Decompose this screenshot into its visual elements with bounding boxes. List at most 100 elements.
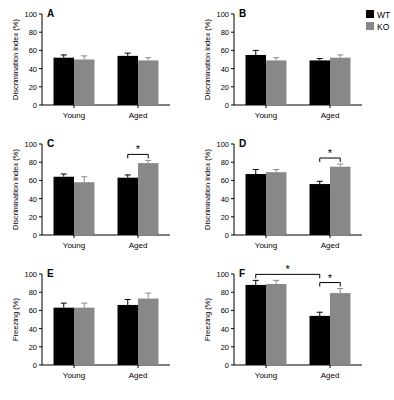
y-tick-label: 60 [29,306,37,315]
error-bar [317,181,323,184]
error-bar [337,289,343,294]
error-bar [317,59,323,61]
bar [118,56,138,105]
bars [54,53,159,105]
bar [246,174,266,235]
bar [138,299,158,365]
significance-star: * [136,143,141,155]
y-tick [39,144,42,145]
error-bar [61,303,67,308]
panel-f: F020406080100Freezing (%)YoungAged** [203,263,362,380]
x-tick-label: Young [255,371,277,380]
x-tick-label: Aged [129,241,148,250]
x-tick [74,235,75,238]
y-tick-label: 0 [33,361,37,370]
x-tick [266,235,267,238]
y-tick [231,310,234,311]
y-tick [231,216,234,217]
x-tick-label: Young [255,241,277,250]
error-bar [253,169,259,174]
y-tick [39,216,42,217]
y-axis-label: Discrimination index (%) [203,19,212,100]
y-tick [39,105,42,106]
error-bar [273,280,279,284]
figure: A020406080100Discrimination index (%)You… [0,0,394,400]
bar [266,172,286,235]
y-tick-label: 100 [24,140,37,149]
y-tick-label: 40 [221,325,229,334]
significance-star: * [286,263,291,275]
y-tick [231,180,234,181]
legend-label: KO [377,22,390,32]
bar [54,58,74,105]
y-tick [231,144,234,145]
bars [246,50,351,105]
y-axis [42,14,43,105]
bar [246,285,266,365]
bar [54,308,74,365]
y-tick-label: 80 [221,158,229,167]
y-tick-label: 60 [221,306,229,315]
x-tick-label: Aged [129,371,148,380]
y-tick-label: 20 [221,343,229,352]
y-tick [231,162,234,163]
y-tick-label: 80 [221,288,229,297]
y-tick-label: 80 [221,28,229,37]
y-tick [231,14,234,15]
bar [310,60,330,105]
y-tick-label: 0 [225,231,229,240]
y-tick-label: 20 [29,343,37,352]
x-tick [266,365,267,368]
x-tick [330,235,331,238]
y-tick [231,365,234,366]
y-tick [231,68,234,69]
y-tick [39,180,42,181]
error-bar [145,58,151,61]
y-tick [231,50,234,51]
panel-c: C020406080100Discrimination index (%)You… [11,138,170,250]
error-bar [125,53,131,56]
error-bar [145,293,151,298]
y-tick-label: 60 [29,176,37,185]
y-tick-label: 0 [33,231,37,240]
x-tick [266,105,267,108]
y-tick-label: 80 [29,28,37,37]
error-bar [61,55,67,58]
y-axis [42,274,43,365]
y-axis-label: Discrimination index (%) [11,19,20,100]
panel-d: D020406080100Discrimination index (%)You… [203,138,362,250]
legend-swatch [366,10,374,18]
y-tick [231,346,234,347]
x-tick-label: Young [63,111,85,120]
error-bar [125,299,131,304]
y-tick-label: 100 [216,270,229,279]
error-bar [81,177,87,182]
bar [310,316,330,365]
y-tick-label: 20 [29,213,37,222]
y-tick-label: 80 [29,288,37,297]
bar [246,55,266,105]
y-tick [39,68,42,69]
y-tick [39,32,42,33]
y-tick-label: 0 [225,101,229,110]
y-tick-label: 60 [221,46,229,55]
x-tick [138,365,139,368]
y-tick-label: 40 [29,65,37,74]
x-tick-label: Aged [129,111,148,120]
y-tick [39,365,42,366]
panel-letter: F [239,268,245,279]
bar [118,178,138,235]
bars [246,164,351,235]
bar [118,305,138,365]
y-tick [231,198,234,199]
y-tick-label: 40 [29,195,37,204]
y-axis-label: Freezing (%) [203,298,212,341]
y-tick [39,50,42,51]
x-tick [74,365,75,368]
significance-star: * [328,272,333,284]
x-tick [74,105,75,108]
bar [330,293,350,365]
y-tick [231,292,234,293]
y-tick-label: 20 [221,83,229,92]
y-axis [234,274,235,365]
